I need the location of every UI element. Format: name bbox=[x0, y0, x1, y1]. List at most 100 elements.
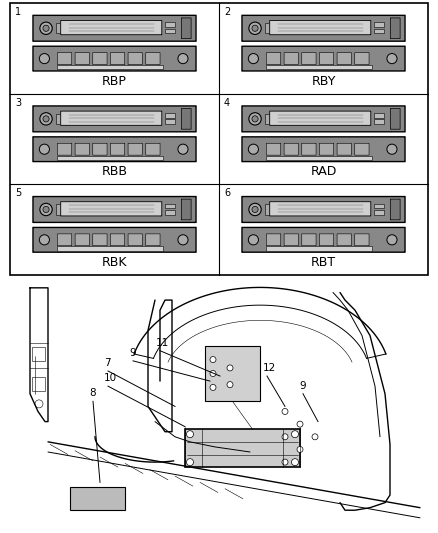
Circle shape bbox=[43, 25, 49, 31]
Circle shape bbox=[39, 53, 49, 63]
FancyBboxPatch shape bbox=[61, 111, 162, 125]
Text: 11: 11 bbox=[156, 338, 169, 348]
Bar bbox=[165, 22, 175, 27]
Circle shape bbox=[387, 144, 397, 154]
FancyBboxPatch shape bbox=[33, 137, 196, 161]
FancyBboxPatch shape bbox=[242, 197, 405, 222]
FancyBboxPatch shape bbox=[110, 234, 125, 246]
FancyBboxPatch shape bbox=[75, 234, 89, 246]
FancyBboxPatch shape bbox=[302, 53, 316, 64]
Circle shape bbox=[282, 459, 288, 465]
Circle shape bbox=[187, 459, 194, 466]
Bar bbox=[266, 246, 372, 251]
FancyBboxPatch shape bbox=[355, 234, 369, 246]
FancyBboxPatch shape bbox=[390, 109, 400, 129]
FancyBboxPatch shape bbox=[181, 18, 191, 38]
FancyBboxPatch shape bbox=[146, 143, 160, 155]
Circle shape bbox=[210, 370, 216, 376]
Bar bbox=[374, 29, 384, 34]
Text: 5: 5 bbox=[15, 188, 21, 198]
FancyBboxPatch shape bbox=[319, 53, 334, 64]
FancyBboxPatch shape bbox=[181, 199, 191, 220]
Text: RBT: RBT bbox=[311, 256, 336, 269]
Circle shape bbox=[40, 22, 52, 35]
Circle shape bbox=[312, 434, 318, 440]
Bar bbox=[374, 119, 384, 124]
Text: 9: 9 bbox=[129, 348, 136, 358]
Bar bbox=[265, 204, 269, 215]
FancyBboxPatch shape bbox=[266, 234, 281, 246]
Bar bbox=[374, 210, 384, 215]
FancyBboxPatch shape bbox=[128, 234, 142, 246]
Bar bbox=[32, 377, 45, 391]
Text: 10: 10 bbox=[104, 373, 117, 383]
Bar bbox=[165, 29, 175, 34]
Circle shape bbox=[178, 53, 188, 63]
Text: 3: 3 bbox=[15, 98, 21, 108]
Bar bbox=[266, 156, 372, 160]
FancyBboxPatch shape bbox=[33, 106, 196, 132]
Circle shape bbox=[297, 447, 303, 453]
FancyBboxPatch shape bbox=[93, 53, 107, 64]
Circle shape bbox=[282, 408, 288, 415]
Circle shape bbox=[249, 22, 261, 35]
FancyBboxPatch shape bbox=[61, 201, 162, 216]
FancyBboxPatch shape bbox=[337, 234, 351, 246]
FancyBboxPatch shape bbox=[75, 53, 89, 64]
Circle shape bbox=[39, 235, 49, 245]
Text: 7: 7 bbox=[104, 358, 111, 368]
Text: 9: 9 bbox=[299, 381, 306, 391]
Circle shape bbox=[227, 382, 233, 387]
Circle shape bbox=[43, 206, 49, 213]
FancyBboxPatch shape bbox=[93, 234, 107, 246]
FancyBboxPatch shape bbox=[355, 143, 369, 155]
FancyBboxPatch shape bbox=[33, 46, 196, 71]
Circle shape bbox=[43, 116, 49, 122]
FancyBboxPatch shape bbox=[284, 234, 298, 246]
Bar bbox=[56, 23, 60, 34]
Bar bbox=[57, 156, 163, 160]
FancyBboxPatch shape bbox=[57, 234, 72, 246]
FancyBboxPatch shape bbox=[61, 20, 162, 35]
FancyBboxPatch shape bbox=[337, 143, 351, 155]
Bar bbox=[374, 113, 384, 118]
Text: 1: 1 bbox=[15, 7, 21, 17]
Circle shape bbox=[210, 384, 216, 391]
FancyBboxPatch shape bbox=[110, 143, 125, 155]
FancyBboxPatch shape bbox=[355, 53, 369, 64]
Bar bbox=[205, 346, 260, 401]
Bar bbox=[57, 65, 163, 69]
FancyBboxPatch shape bbox=[390, 199, 400, 220]
Bar bbox=[70, 487, 125, 510]
Circle shape bbox=[40, 203, 52, 216]
Text: RBB: RBB bbox=[102, 165, 127, 178]
FancyBboxPatch shape bbox=[242, 15, 405, 41]
Bar bbox=[265, 114, 269, 124]
Text: RBY: RBY bbox=[311, 75, 336, 87]
FancyBboxPatch shape bbox=[146, 53, 160, 64]
FancyBboxPatch shape bbox=[302, 234, 316, 246]
Circle shape bbox=[248, 53, 258, 63]
FancyBboxPatch shape bbox=[33, 197, 196, 222]
FancyBboxPatch shape bbox=[266, 53, 281, 64]
FancyBboxPatch shape bbox=[242, 137, 405, 161]
Text: 8: 8 bbox=[89, 389, 95, 398]
FancyBboxPatch shape bbox=[319, 234, 334, 246]
Circle shape bbox=[387, 235, 397, 245]
FancyBboxPatch shape bbox=[284, 143, 298, 155]
Text: RAD: RAD bbox=[310, 165, 337, 178]
FancyBboxPatch shape bbox=[242, 46, 405, 71]
FancyBboxPatch shape bbox=[110, 53, 125, 64]
Circle shape bbox=[297, 421, 303, 427]
Bar bbox=[374, 204, 384, 208]
FancyBboxPatch shape bbox=[390, 18, 400, 38]
FancyBboxPatch shape bbox=[284, 53, 298, 64]
FancyBboxPatch shape bbox=[146, 234, 160, 246]
Bar bbox=[56, 114, 60, 124]
Circle shape bbox=[178, 144, 188, 154]
FancyBboxPatch shape bbox=[128, 143, 142, 155]
FancyBboxPatch shape bbox=[270, 111, 371, 125]
Circle shape bbox=[292, 459, 299, 466]
Circle shape bbox=[252, 116, 258, 122]
Circle shape bbox=[40, 112, 52, 125]
